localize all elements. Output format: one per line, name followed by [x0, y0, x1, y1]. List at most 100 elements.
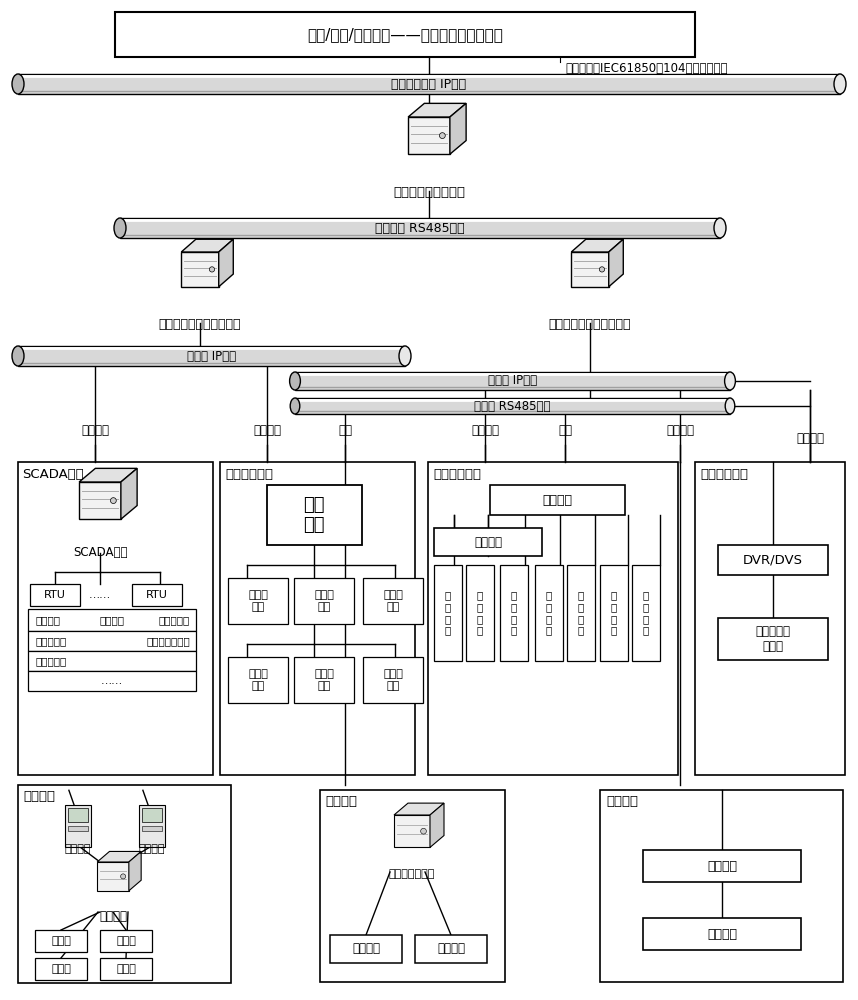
Text: 报警
主机: 报警 主机 — [303, 496, 324, 534]
Bar — [65, 805, 91, 847]
Polygon shape — [430, 803, 444, 847]
Text: 网络及模拟
摄像机: 网络及模拟 摄像机 — [756, 625, 790, 653]
Bar — [220, 462, 415, 775]
Text: 网络接口: 网络接口 — [796, 432, 824, 444]
Text: 五防主机: 五防主机 — [99, 910, 127, 922]
Bar — [18, 346, 405, 366]
Bar — [28, 609, 196, 631]
Polygon shape — [97, 851, 142, 862]
Text: 环境监测系统: 环境监测系统 — [433, 468, 481, 481]
Bar — [139, 805, 165, 847]
Ellipse shape — [114, 218, 126, 238]
Bar — [643, 918, 801, 950]
Bar — [718, 618, 828, 660]
Bar — [100, 958, 152, 980]
Bar — [394, 815, 430, 847]
Bar — [120, 218, 720, 238]
Text: 温
湿
传
感: 温 湿 传 感 — [611, 591, 617, 635]
Bar — [35, 958, 87, 980]
Text: 区域报
警器: 区域报 警器 — [314, 590, 334, 612]
Text: 信息区 RS485总线: 信息区 RS485总线 — [474, 399, 551, 412]
Bar — [142, 808, 162, 822]
Text: 门禁系统: 门禁系统 — [707, 928, 737, 940]
Ellipse shape — [725, 372, 735, 390]
Bar — [428, 462, 678, 775]
Text: 变压器负载: 变压器负载 — [159, 615, 190, 625]
Text: ……: …… — [101, 676, 124, 686]
Bar — [490, 485, 625, 515]
Bar — [600, 565, 628, 661]
Text: 门禁系统: 门禁系统 — [606, 795, 638, 808]
Bar — [434, 528, 542, 556]
Text: 继电器状态: 继电器状态 — [35, 656, 66, 666]
Text: 电子锁: 电子锁 — [116, 964, 136, 974]
Bar — [632, 565, 660, 661]
Text: 车载设备: 车载设备 — [437, 942, 465, 956]
Circle shape — [111, 498, 117, 504]
Text: 水
泵
控
制: 水 泵 控 制 — [477, 591, 483, 635]
Ellipse shape — [725, 398, 734, 414]
Bar — [320, 790, 505, 982]
Text: 综合辅助系统 IP网络: 综合辅助系统 IP网络 — [391, 78, 467, 91]
Text: 线路电流: 线路电流 — [100, 615, 124, 625]
Text: 电子锁: 电子锁 — [51, 936, 71, 946]
Circle shape — [209, 267, 214, 272]
Bar — [100, 930, 152, 952]
Text: 综合一体化联动装置: 综合一体化联动装置 — [393, 186, 465, 198]
Circle shape — [420, 828, 426, 834]
Polygon shape — [394, 803, 444, 815]
Text: ……: …… — [89, 590, 112, 600]
Text: RTU: RTU — [44, 590, 66, 600]
Text: 五防系统: 五防系统 — [23, 790, 55, 803]
Text: 安全隔离 RS485总线: 安全隔离 RS485总线 — [375, 222, 465, 234]
Text: 区域报
警器: 区域报 警器 — [383, 590, 403, 612]
Bar — [28, 671, 196, 691]
Text: 灯
光
控
制: 灯 光 控 制 — [445, 591, 451, 635]
Text: 电脑钥匙: 电脑钥匙 — [139, 844, 166, 854]
Bar — [115, 12, 695, 57]
Bar — [267, 485, 362, 545]
Polygon shape — [219, 239, 233, 287]
Polygon shape — [608, 239, 623, 287]
Text: 感温探
测器: 感温探 测器 — [314, 669, 334, 691]
Bar — [294, 657, 354, 703]
Polygon shape — [408, 103, 466, 117]
Text: 网络接口: 网络接口 — [471, 424, 499, 436]
Bar — [142, 826, 162, 831]
Text: 网络接口: 网络接口 — [666, 424, 694, 436]
Text: 网省/地市/集控中心——综合一体化展示平台: 网省/地市/集控中心——综合一体化展示平台 — [307, 27, 503, 42]
Text: 电子锁: 电子锁 — [51, 964, 71, 974]
Ellipse shape — [290, 372, 300, 390]
Ellipse shape — [290, 398, 299, 414]
Text: 开关、刀闸状态: 开关、刀闸状态 — [146, 636, 190, 646]
Bar — [718, 545, 828, 575]
Text: 消防报警系统: 消防报警系统 — [225, 468, 273, 481]
Bar — [35, 930, 87, 952]
Polygon shape — [79, 468, 137, 482]
Bar — [30, 584, 80, 606]
Text: RTU: RTU — [146, 590, 168, 600]
Text: 巡检系统服务端: 巡检系统服务端 — [389, 869, 435, 879]
Bar — [18, 785, 231, 983]
Text: 风
机
控
制: 风 机 控 制 — [511, 591, 517, 635]
Bar — [363, 657, 423, 703]
Bar — [295, 372, 730, 390]
Bar — [97, 862, 129, 891]
Text: 功率控制: 功率控制 — [474, 536, 502, 548]
Bar — [68, 826, 88, 831]
Text: 生产区数据安全接入装置: 生产区数据安全接入装置 — [159, 318, 241, 332]
Bar — [567, 565, 595, 661]
Text: 电脑钥匙: 电脑钥匙 — [64, 844, 91, 854]
Text: 信息区数据安全接入装置: 信息区数据安全接入装置 — [549, 318, 631, 332]
Bar — [228, 657, 288, 703]
Text: 红
外
对
射: 红 外 对 射 — [546, 591, 553, 635]
Bar — [415, 935, 487, 963]
Text: SCADA主机: SCADA主机 — [73, 546, 127, 558]
Ellipse shape — [714, 218, 726, 238]
Text: 变压器状态: 变压器状态 — [35, 636, 66, 646]
Text: 标准接口（IEC61850、104、国网企标）: 标准接口（IEC61850、104、国网企标） — [565, 62, 728, 75]
Bar — [79, 482, 121, 519]
Bar — [228, 578, 288, 624]
Text: 火焰探
测器: 火焰探 测器 — [383, 669, 403, 691]
Text: SCADA系统: SCADA系统 — [22, 468, 84, 481]
